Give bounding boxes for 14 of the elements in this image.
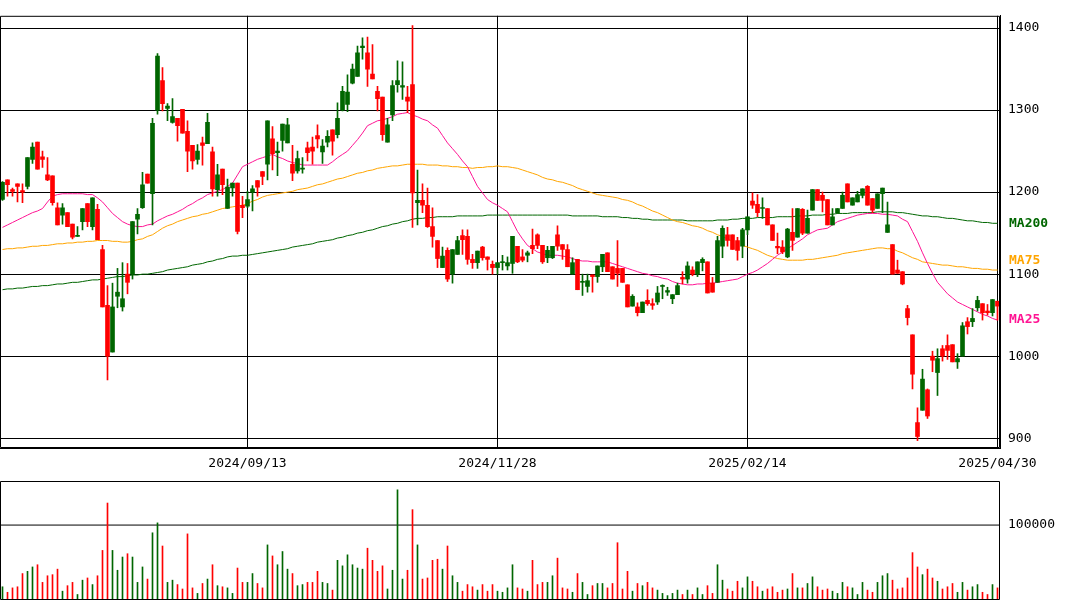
y-tick-label: 1400 xyxy=(1008,19,1040,35)
x-tick-label: 2025/02/14 xyxy=(708,455,787,471)
x-tick-label: 2024/11/28 xyxy=(458,455,537,471)
y-tick-label: 1300 xyxy=(1008,101,1040,117)
text: 100000 xyxy=(1008,516,1055,532)
series-label: MA75 xyxy=(1009,251,1041,267)
x-tick-label: 2024/09/13 xyxy=(208,455,287,471)
series-label: MA200 xyxy=(1009,214,1049,230)
series-label: MA25 xyxy=(1009,311,1041,327)
y-tick-label: 1100 xyxy=(1008,265,1040,281)
y-tick-label: 1000 xyxy=(1008,347,1040,363)
y-tick-label: 900 xyxy=(1008,429,1032,445)
x-tick-label: 2025/04/30 xyxy=(958,455,1037,471)
y-tick-label: 1200 xyxy=(1008,183,1040,199)
